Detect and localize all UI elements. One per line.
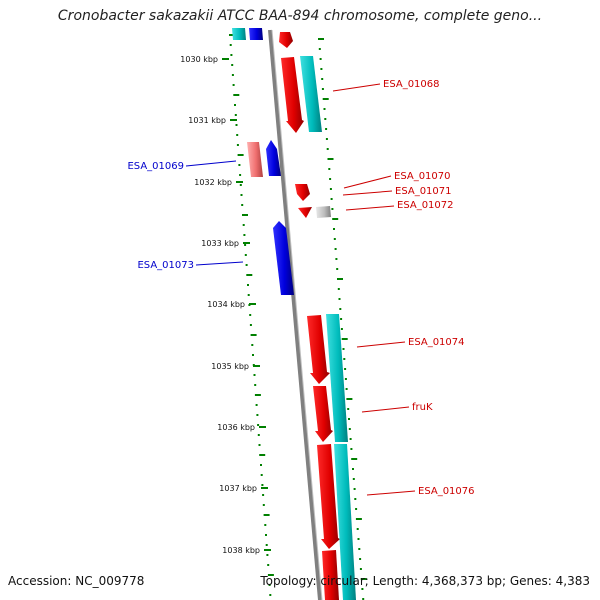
backbone xyxy=(268,29,323,600)
accession-text: Accession: NC_009778 xyxy=(8,574,145,588)
gene-label[interactable]: fruK xyxy=(412,402,433,413)
gene-label[interactable]: ESA_01073 xyxy=(137,260,194,271)
feature-cds-esa-01076[interactable] xyxy=(317,444,340,549)
tick-labels: 1030 kbp 1031 kbp 1032 kbp 1033 kbp 1034 kbp… xyxy=(180,55,271,555)
tick-label: 1031 kbp xyxy=(188,116,226,125)
gene-label[interactable]: ESA_01074 xyxy=(408,337,465,348)
feature-reverse-cds-esa-01069[interactable] xyxy=(266,140,281,176)
feature-cds-esa-01068[interactable] xyxy=(281,57,304,133)
gene-label[interactable]: ESA_01076 xyxy=(418,486,475,497)
feature-cds[interactable] xyxy=(279,32,293,48)
feature-rna-esa-01076[interactable] xyxy=(334,444,356,600)
leader-line xyxy=(332,83,381,92)
leader-line xyxy=(356,341,406,348)
tick-label: 1035 kbp xyxy=(211,362,249,371)
feature-cds-esa-01070[interactable] xyxy=(295,184,310,201)
tick-label: 1034 kbp xyxy=(207,300,245,309)
gene-label[interactable]: ESA_01069 xyxy=(127,161,184,172)
gene-label[interactable]: ESA_01072 xyxy=(397,200,454,211)
topology-text: Topology: circular; Length: 4,368,373 bp… xyxy=(260,574,590,588)
leader-line xyxy=(195,261,244,266)
features[interactable] xyxy=(232,28,356,600)
gene-labels[interactable]: ESA_01068 ESA_01069 ESA_01070 ESA_01071 ESA_… xyxy=(127,79,474,497)
map-title: Cronobacter sakazakii ATCC BAA-894 chrom… xyxy=(57,8,543,24)
feature-cds-esa-01074[interactable] xyxy=(307,315,330,384)
feature-cds-fruk[interactable] xyxy=(313,386,333,442)
feature-rna[interactable] xyxy=(232,28,246,40)
feature-cds-esa-01071[interactable] xyxy=(298,207,312,218)
tick-label: 1030 kbp xyxy=(180,55,218,64)
tick-label: 1038 kbp xyxy=(222,546,260,555)
tick-label: 1032 kbp xyxy=(194,178,232,187)
gene-label[interactable]: ESA_01071 xyxy=(395,186,452,197)
leader-line xyxy=(361,406,410,413)
feature-reverse-cds[interactable] xyxy=(249,28,263,40)
leader-line xyxy=(345,205,395,211)
feature-cds[interactable] xyxy=(322,550,339,600)
gene-label[interactable]: ESA_01068 xyxy=(383,79,440,90)
gene-label[interactable]: ESA_01070 xyxy=(394,171,451,182)
feature-cds-pseudo-esa-01069[interactable] xyxy=(247,142,263,177)
leader-line xyxy=(366,490,416,496)
scale-dots xyxy=(229,34,367,600)
feature-reverse-cds-esa-01073[interactable] xyxy=(273,221,294,295)
tick-label: 1036 kbp xyxy=(217,423,255,432)
leader-line xyxy=(185,160,237,167)
feature-rna-esa-01068[interactable] xyxy=(300,56,322,132)
feature-rna-esa-01074[interactable] xyxy=(326,314,348,442)
feature-other-esa-01072[interactable] xyxy=(316,206,331,218)
tick-label: 1033 kbp xyxy=(201,239,239,248)
leader-line xyxy=(342,190,393,196)
tick-label: 1037 kbp xyxy=(219,484,257,493)
leader-line xyxy=(343,175,392,189)
